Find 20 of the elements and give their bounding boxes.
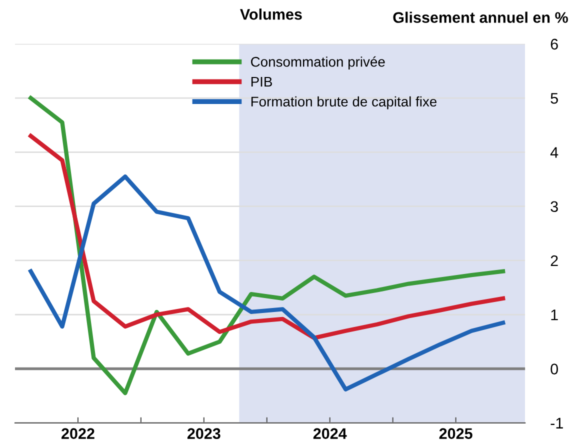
y-tick-label: -1 — [550, 418, 563, 428]
y-tick-label: 1 — [551, 310, 558, 320]
x-tick-label: 2025 — [439, 428, 472, 439]
y-tick-label: 0 — [550, 364, 558, 374]
y-tick-label: 2 — [550, 255, 558, 266]
line-series — [28, 134, 506, 340]
y-tick-label: 3 — [550, 201, 558, 212]
legend-label: PIB — [251, 76, 272, 87]
line-series — [28, 174, 506, 392]
x-tick-label: 2022 — [62, 428, 94, 439]
y-axis-title: Glissement annuel en % — [393, 12, 568, 23]
legend-label: Formation brute de capital fixe — [251, 96, 437, 110]
x-tick-label: 2023 — [187, 428, 220, 440]
legend-label: Consommation privée — [251, 56, 385, 70]
x-tick-label: 2024 — [313, 428, 347, 439]
line-series — [28, 96, 506, 396]
y-tick-label: 4 — [550, 147, 558, 158]
chart-title: Volumes — [240, 8, 302, 20]
y-tick-label: 5 — [550, 93, 558, 104]
y-tick-label: 6 — [550, 38, 558, 50]
